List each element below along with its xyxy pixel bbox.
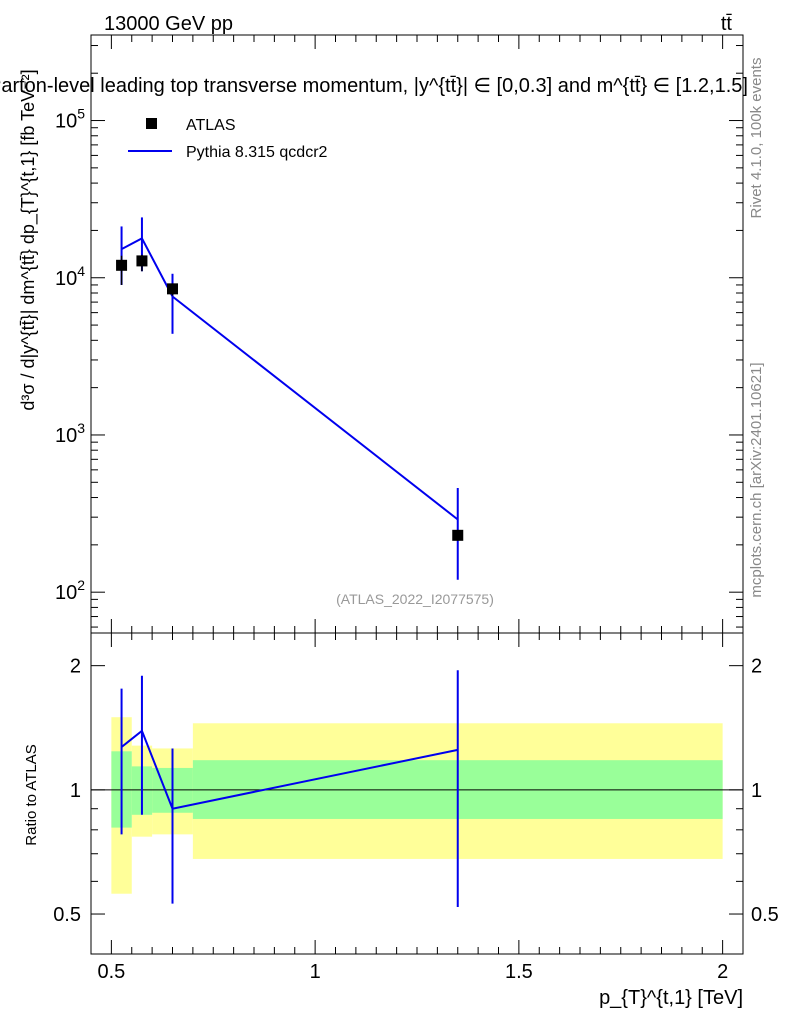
side-label-source: mcplots.cern.ch [arXiv:2401.10621] [748, 362, 765, 597]
main-y-tick-label: 102 [55, 577, 85, 604]
side-label-rivet: Rivet 4.1.0, 100k events [748, 58, 765, 219]
main-y-tick-label: 104 [55, 263, 85, 290]
ratio-y-tick-label-right: 2 [751, 656, 762, 678]
data-point [167, 283, 178, 295]
main-y-tick-label: 105 [55, 106, 85, 133]
ratio-panel: 0.5 0.5 1 1 2 2 0.5 1 1.5 2 [53, 632, 779, 983]
main-axis-ticks [90, 35, 744, 633]
ratio-y-tick-label-left: 1 [70, 780, 81, 802]
main-y-tick-labels: 102 103 104 105 [55, 106, 85, 605]
plot-title: Parton-level leading top transverse mome… [0, 75, 748, 97]
data-point [116, 259, 128, 271]
mc-line [121, 237, 459, 521]
x-tick-label: 1.5 [505, 961, 533, 983]
main-y-tick-label: 103 [55, 420, 85, 447]
legend-label-atlas: ATLAS [186, 117, 236, 134]
x-tick-labels: 0.5 1 1.5 2 [97, 961, 728, 983]
ratio-series [120, 670, 459, 907]
legend: ATLAS Pythia 8.315 qcdcr2 [128, 117, 328, 161]
process-label: tt̄ [721, 13, 733, 35]
x-tick-label: 0.5 [97, 961, 125, 983]
x-axis-label: p_{T}^{t,1} [TeV] [599, 987, 743, 1009]
ratio-line [120, 729, 458, 810]
data-series [116, 254, 464, 541]
x-tick-label: 1 [310, 961, 321, 983]
main-panel: 102 103 104 105 [55, 34, 744, 634]
ratio-y-axis-label: Ratio to ATLAS [23, 744, 40, 845]
data-point [136, 255, 148, 267]
ratio-y-tick-label-left: 2 [70, 656, 81, 678]
analysis-id: (ATLAS_2022_I2077575) [336, 591, 494, 607]
legend-marker-atlas [146, 118, 157, 129]
x-tick-label: 2 [717, 961, 728, 983]
ratio-y-tick-label-right: 1 [751, 780, 762, 802]
ratio-axis-ticks [90, 633, 744, 955]
ratio-y-tick-label-right: 0.5 [751, 904, 779, 926]
ratio-uncertainty-bands [111, 717, 723, 894]
data-point [452, 529, 464, 541]
ratio-y-tick-label-left: 0.5 [53, 904, 81, 926]
mc-series [120, 217, 459, 580]
energy-label: 13000 GeV pp [104, 13, 233, 35]
main-y-axis-label: d³σ / d|y^{tt̄}| dm^{tt̄} dp_{T}^{t,1} [… [18, 69, 39, 410]
ratio-y-tick-labels: 0.5 0.5 1 1 2 2 [53, 656, 779, 926]
legend-label-pythia: Pythia 8.315 qcdcr2 [186, 144, 328, 161]
